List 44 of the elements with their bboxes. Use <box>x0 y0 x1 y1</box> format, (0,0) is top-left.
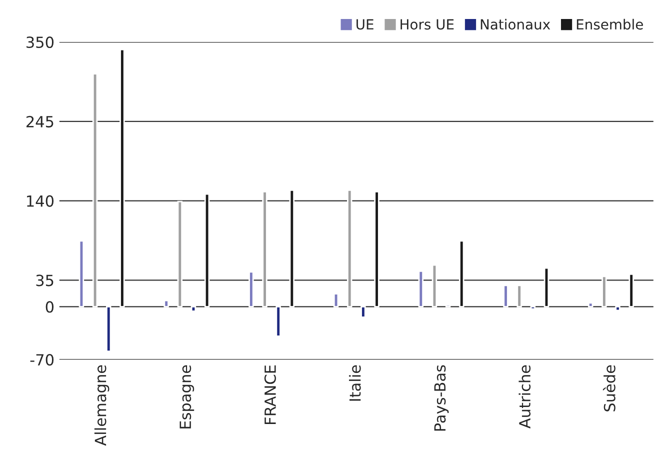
bar <box>516 284 522 308</box>
x-tick-label: Pays-Bas <box>434 365 449 431</box>
y-tick-label: 350 <box>26 36 54 48</box>
bar <box>432 264 438 308</box>
bar <box>374 191 380 308</box>
y-tick-label: 35 <box>36 274 54 286</box>
bar <box>588 302 594 308</box>
bar <box>530 306 536 310</box>
bar <box>106 306 112 352</box>
y-tick-label: -70 <box>30 354 54 366</box>
x-tick-label: Autriche <box>518 365 531 428</box>
x-tick-label: FRANCE <box>264 365 276 424</box>
bar <box>347 190 352 308</box>
y-tick-label: 245 <box>26 116 54 128</box>
y-tick-label: 140 <box>27 195 54 207</box>
bar <box>360 306 366 318</box>
x-tick-label: Espagne <box>180 365 194 428</box>
bar <box>164 300 169 308</box>
bar <box>615 306 620 312</box>
bar <box>459 240 464 308</box>
bar <box>276 306 281 337</box>
legend-label: Ensemble <box>576 18 643 30</box>
bar <box>418 270 424 308</box>
x-tick-label: Allemagne <box>94 365 110 446</box>
bar <box>289 190 295 308</box>
bar <box>333 293 339 308</box>
legend-label: UE <box>356 19 374 30</box>
bar <box>78 240 84 308</box>
x-tick-label: Suède <box>602 365 616 412</box>
y-tick-label: 0 <box>46 301 54 313</box>
bar <box>262 191 268 308</box>
legend-label: Hors UE <box>400 19 454 30</box>
bar <box>204 193 210 308</box>
bar <box>602 276 607 308</box>
bar <box>628 273 634 308</box>
bar <box>177 200 182 308</box>
bar <box>248 271 254 308</box>
bar <box>92 73 98 308</box>
bar <box>503 284 508 308</box>
bar <box>544 267 550 308</box>
bar <box>120 48 125 308</box>
bar <box>190 306 196 312</box>
x-tick-label: Italie <box>349 365 361 401</box>
legend-label: Nationaux <box>480 18 550 30</box>
